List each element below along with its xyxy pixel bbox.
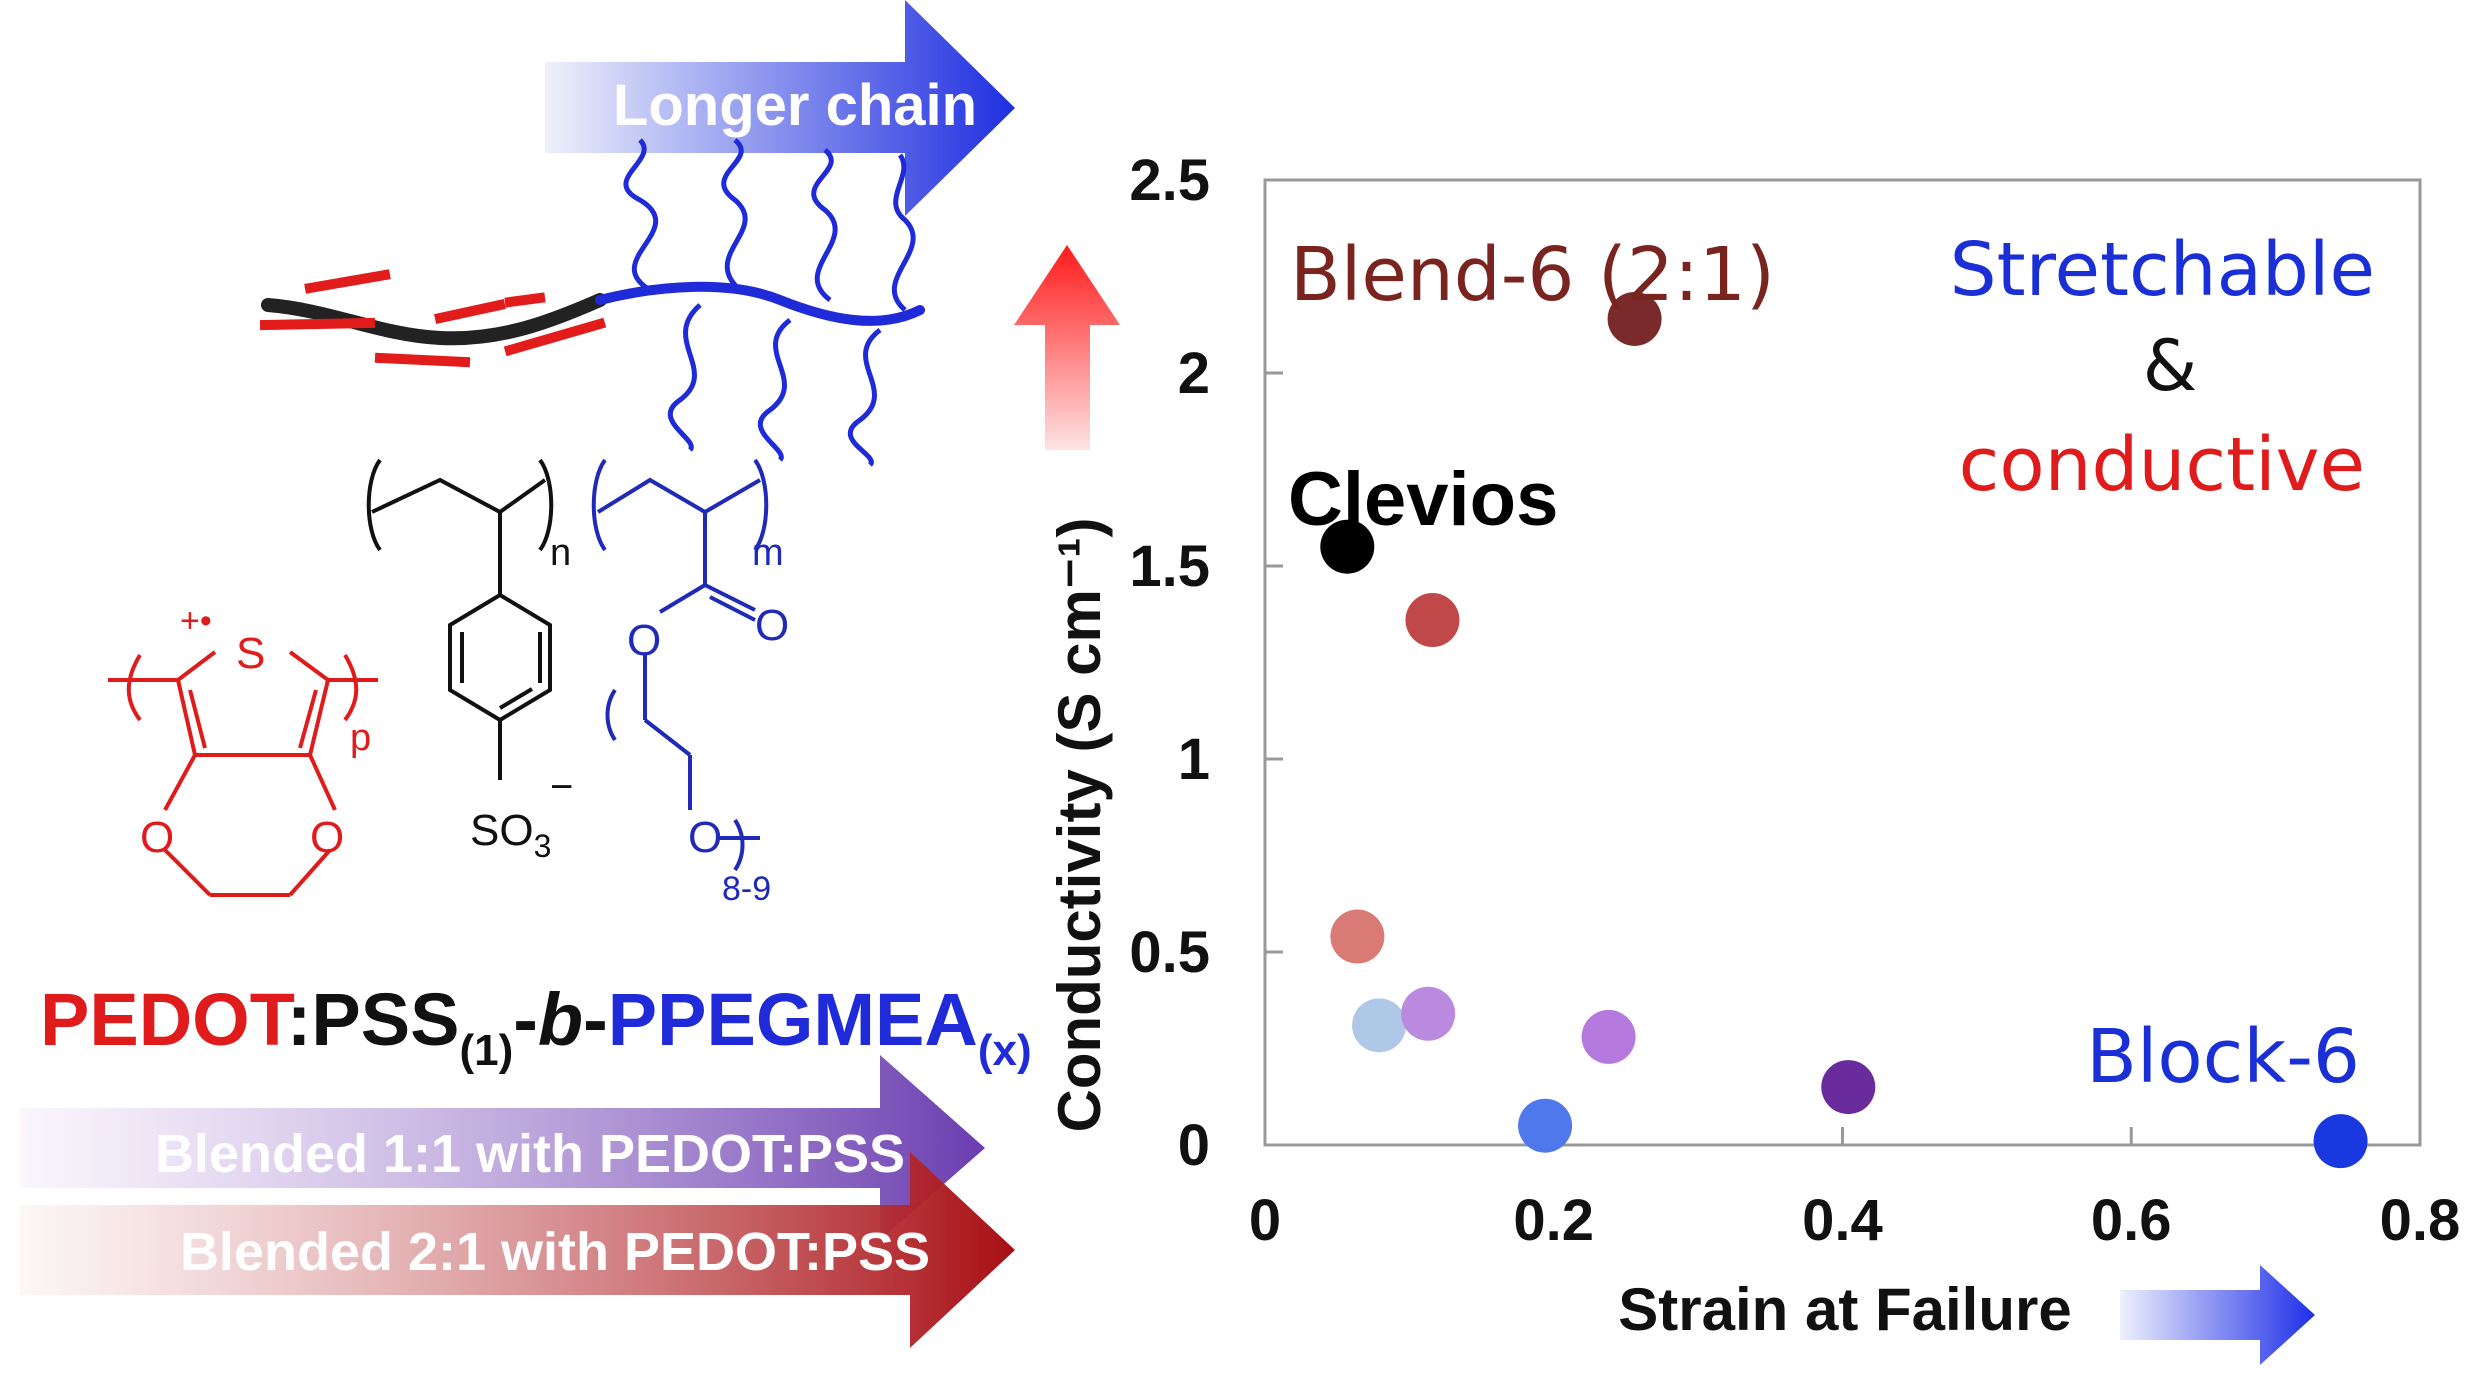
carbonyl-o: O (755, 601, 789, 650)
sub-p: p (350, 717, 371, 759)
y-axis: 0 0.5 1 1.5 2 2.5 (1129, 148, 1283, 1178)
so3-charge: − (550, 765, 573, 809)
formula: PEDOT:PSS(1)-b-PPEGMEA(x) (40, 978, 1032, 1075)
x-tick-label: 0.2 (1513, 1188, 1594, 1253)
data-point (1352, 998, 1407, 1053)
data-point (1405, 593, 1460, 648)
formula-dash2: - (583, 978, 608, 1061)
longer-chain-label: Longer chain (613, 73, 977, 138)
clevios-label: Clevios (1288, 457, 1558, 542)
longer-chain-arrow: Longer chain (545, 0, 1015, 216)
formula-dash1: - (513, 978, 538, 1061)
data-point (1607, 291, 1662, 346)
pedot-backbone (261, 293, 607, 346)
sub-m: m (752, 532, 784, 574)
data-point (1518, 1098, 1573, 1153)
block6-label: Block-6 (2086, 1014, 2360, 1100)
pedot-o2: O (310, 813, 344, 862)
strain-right-arrow (2120, 1265, 2315, 1365)
formula-pss: PSS (311, 978, 459, 1061)
so3-label: SO3 (470, 806, 551, 864)
ppegmea-backbone (595, 281, 925, 326)
pedot-o1: O (140, 813, 174, 862)
data-point (1821, 1060, 1876, 1115)
blended-1-1-arrow: Blended 1:1 with PEDOT:PSS (20, 1055, 985, 1240)
x-tick-label: 0.8 (2380, 1188, 2461, 1253)
data-point (1320, 519, 1375, 574)
pedot-charge: +• (180, 602, 212, 640)
x-axis: 0 0.2 0.4 0.6 0.8 (1249, 1127, 2460, 1253)
data-point (1330, 909, 1385, 964)
y-tick-label: 0.5 (1129, 920, 1210, 985)
pss-unit (366, 458, 554, 780)
y-tick-label: 2 (1178, 341, 1210, 406)
blended-1-1-label: Blended 1:1 with PEDOT:PSS (155, 1124, 905, 1184)
y-tick-label: 2.5 (1129, 148, 1210, 213)
data-points (1320, 291, 2368, 1169)
stretchable-label: Stretchable (1950, 227, 2375, 313)
formula-ppegmea-sub: (x) (978, 1026, 1032, 1075)
conductivity-up-arrow (1014, 245, 1120, 450)
blend6-label: Blend-6 (2:1) (1290, 232, 1775, 318)
formula-b: b (538, 978, 583, 1061)
y-tick-label: 1 (1178, 727, 1210, 792)
y-tick-label: 1.5 (1129, 534, 1210, 599)
ester-o: O (627, 616, 661, 665)
y-axis-label: Conductivity (S cm⁻¹) (1046, 517, 1113, 1132)
formula-ppegmea: PPEGMEA (608, 978, 978, 1061)
peg-side-chains (623, 138, 916, 467)
x-tick-label: 0.4 (1802, 1188, 1883, 1253)
conductive-label: conductive (1959, 422, 2365, 508)
formula-pedot: PEDOT (40, 978, 295, 1061)
ether-o: O (688, 813, 722, 862)
pedot-sulfur: S (236, 629, 265, 678)
formula-colon: : (287, 978, 312, 1061)
scatter-chart: 0 0.5 1 1.5 2 2.5 0 0.2 0.4 0.6 0.8 Conductivity … (1046, 148, 2460, 1343)
sub-n: n (550, 532, 571, 574)
peg-repeat: 8-9 (722, 870, 771, 908)
pedot-dashes (259, 269, 607, 368)
data-point (1401, 986, 1456, 1041)
ampersand-label: & (2143, 325, 2198, 407)
pedot-unit (108, 650, 378, 897)
polymer-cartoon (259, 138, 925, 467)
data-point (1581, 1009, 1636, 1064)
chemical-structure: n SO3 − m O O O 8-9 (108, 458, 789, 908)
data-point (2313, 1114, 2368, 1169)
x-tick-label: 0 (1249, 1188, 1281, 1253)
formula-pss-sub: (1) (459, 1026, 513, 1075)
x-axis-label: Strain at Failure (1618, 1276, 2071, 1343)
x-tick-label: 0.6 (2091, 1188, 2172, 1253)
blended-2-1-arrow: Blended 2:1 with PEDOT:PSS (20, 1152, 1015, 1348)
peg-unit (591, 458, 769, 872)
y-tick-label: 0 (1178, 1113, 1210, 1178)
blended-2-1-label: Blended 2:1 with PEDOT:PSS (180, 1222, 930, 1282)
